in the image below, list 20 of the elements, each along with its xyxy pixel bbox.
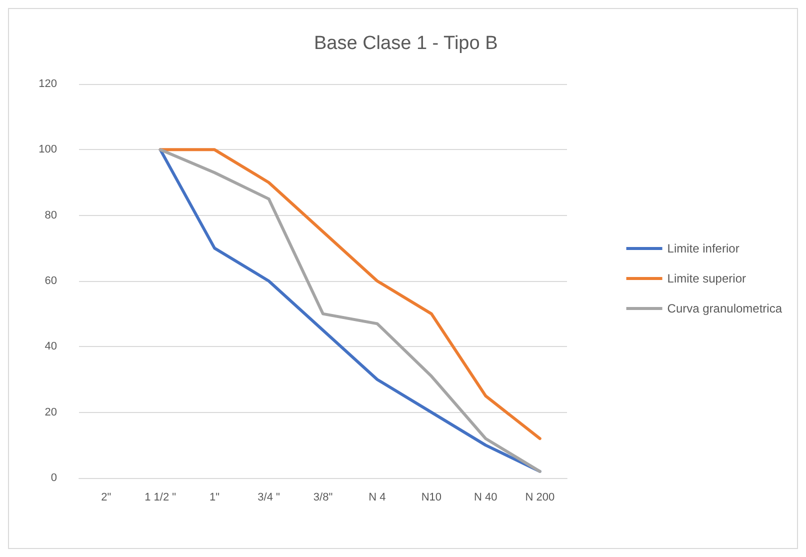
chart-title: Base Clase 1 - Tipo B (314, 33, 498, 54)
x-tick-label: 1 1/2 " (144, 492, 176, 504)
legend-label: Limite superior (667, 272, 746, 286)
y-tick-label: 0 (50, 472, 57, 484)
y-tick-label: 120 (38, 78, 57, 90)
x-tick-label: N 4 (368, 492, 386, 504)
y-tick-label: 20 (44, 406, 57, 418)
x-tick-label: N 40 (474, 492, 498, 504)
x-tick-label: 3/4 " (258, 492, 280, 504)
legend-label: Limite inferior (667, 242, 740, 256)
x-tick-label: 1" (210, 492, 220, 504)
x-tick-label: N10 (421, 492, 442, 504)
y-tick-label: 80 (44, 209, 57, 222)
y-tick-label: 100 (38, 144, 57, 156)
x-tick-label: 3/8" (313, 492, 333, 504)
y-tick-label: 60 (44, 275, 57, 287)
x-tick-label: N 200 (525, 492, 555, 504)
x-tick-label: 2" (101, 492, 112, 504)
legend-label: Curva granulometrica (667, 302, 782, 316)
y-tick-label: 40 (44, 340, 57, 353)
